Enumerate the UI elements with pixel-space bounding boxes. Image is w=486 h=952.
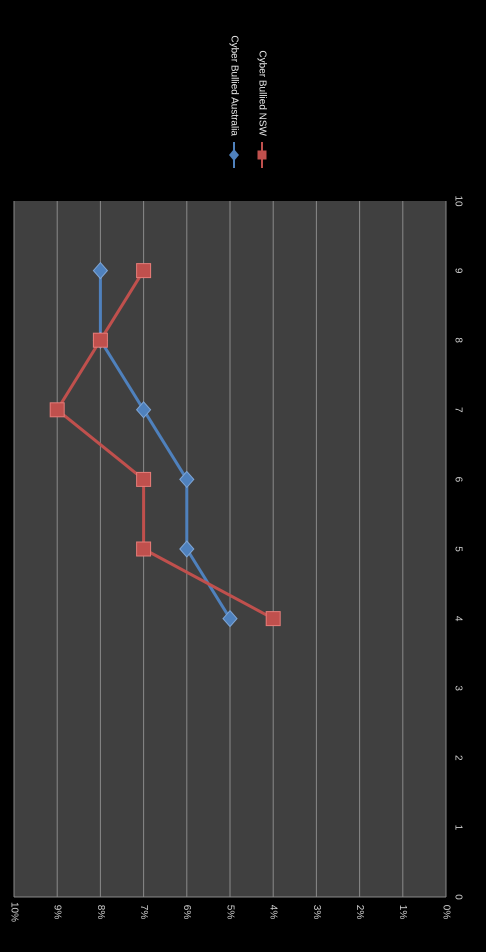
y-tick-label: 2% [354, 905, 365, 920]
series-lines [49, 261, 281, 628]
y-axis-ticks: 0% 1% 2% 3% 4% 5% 6% 7% 8% 9% 10% [8, 902, 451, 922]
data-point [136, 541, 152, 557]
y-tick-label: 10% [8, 902, 19, 922]
y-tick-label: 8% [95, 905, 106, 920]
x-tick-label: 8 [452, 337, 463, 343]
legend-label: Cyber Bullied NSW [256, 50, 267, 136]
legend-item: Cyber Bullied NSW [256, 50, 267, 168]
y-tick-label: 5% [224, 905, 235, 920]
data-point [222, 609, 238, 628]
y-tick-label: 4% [268, 905, 279, 920]
data-point [49, 402, 65, 418]
y-tick-label: 9% [52, 905, 63, 920]
x-tick-label: 5 [452, 546, 463, 552]
x-tick-label: 7 [452, 407, 463, 413]
y-tick-label: 7% [138, 905, 149, 920]
x-tick-label: 0 [452, 894, 463, 900]
y-tick-label: 6% [181, 905, 192, 920]
data-point [92, 332, 108, 348]
series-2 [49, 263, 281, 627]
data-point [179, 470, 195, 489]
x-tick-label: 3 [452, 685, 463, 691]
x-tick-label: 1 [452, 825, 463, 831]
data-point [136, 263, 152, 279]
legend-label: Cyber Bullied Australia [228, 35, 239, 136]
series-line [55, 269, 274, 620]
legend-marker [229, 149, 239, 161]
x-tick-label: 6 [452, 477, 463, 483]
y-tick-label: 0% [440, 905, 451, 920]
x-tick-label: 4 [452, 616, 463, 622]
legend-item: Cyber Bullied Australia [228, 35, 239, 168]
x-tick-label: 2 [452, 755, 463, 761]
legend-marker [257, 150, 267, 160]
data-point [179, 540, 195, 558]
series-line [98, 270, 232, 620]
x-tick-label: 10 [452, 195, 463, 207]
y-tick-label: 1% [397, 905, 408, 920]
data-point [265, 611, 281, 627]
legend: Cyber Bullied Australia Cyber Bullied NSW [228, 35, 267, 168]
x-axis-ticks: 0 1 2 3 4 5 6 7 8 9 10 [452, 195, 463, 900]
x-tick-label: 9 [452, 268, 463, 274]
data-point [135, 401, 152, 419]
data-point [92, 261, 109, 280]
y-tick-label: 3% [311, 905, 322, 920]
data-point [136, 471, 152, 487]
